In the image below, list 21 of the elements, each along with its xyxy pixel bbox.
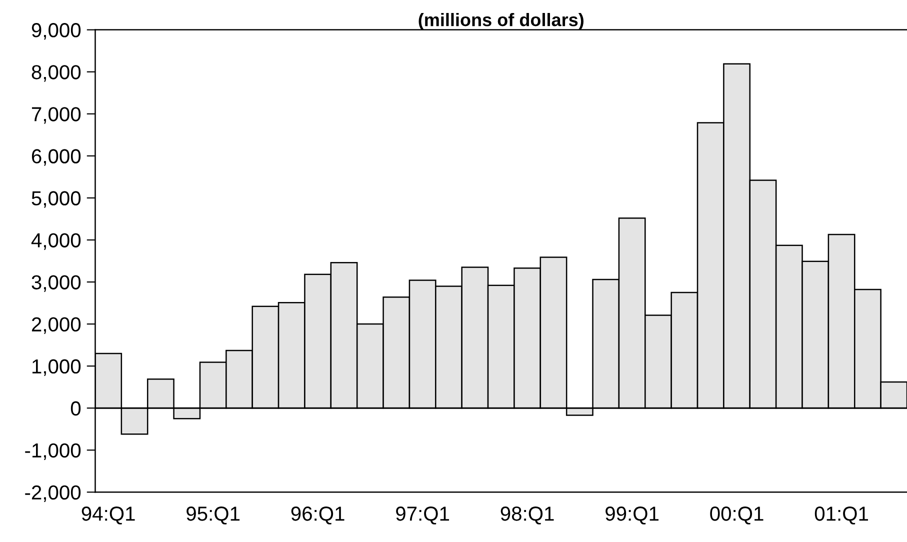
x-tick-label: 00:Q1 (710, 506, 764, 524)
y-tick-label: 3,000 (32, 275, 81, 292)
x-tick-label: 01:Q1 (814, 506, 868, 524)
y-tick-label: 8,000 (32, 65, 81, 82)
x-tick-label: 95:Q1 (186, 506, 240, 524)
x-tick-label: 96:Q1 (291, 506, 344, 524)
y-tick-label: -1,000 (25, 443, 81, 460)
x-tick-label: 98:Q1 (500, 506, 554, 524)
x-tick-label: 94:Q1 (82, 506, 135, 524)
x-tick-label: 97:Q1 (396, 506, 450, 524)
y-tick-label: 9,000 (32, 23, 81, 40)
y-tick-label: 0 (70, 401, 81, 416)
y-tick-label: -2,000 (25, 485, 81, 502)
y-tick-label: 5,000 (32, 191, 81, 208)
y-tick-label: 4,000 (31, 233, 81, 250)
y-tick-label: 2,000 (32, 317, 81, 334)
x-tick-label: 99:Q1 (606, 506, 658, 524)
y-tick-label: 7,000 (32, 107, 81, 124)
y-tick-label: 1,000 (32, 359, 81, 376)
y-tick-label: 6,000 (32, 149, 81, 166)
chart-title: (millions of dollars) (418, 12, 584, 30)
